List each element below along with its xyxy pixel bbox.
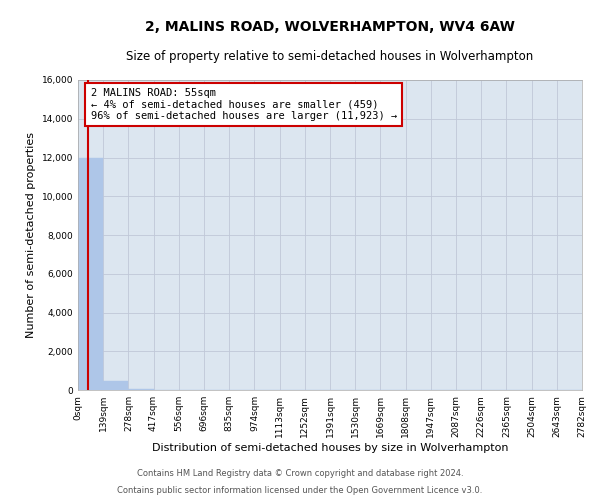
Bar — [78, 158, 103, 390]
Bar — [128, 389, 154, 390]
Text: Contains public sector information licensed under the Open Government Licence v3: Contains public sector information licen… — [118, 486, 482, 495]
Text: 2 MALINS ROAD: 55sqm
← 4% of semi-detached houses are smaller (459)
96% of semi-: 2 MALINS ROAD: 55sqm ← 4% of semi-detach… — [91, 88, 397, 121]
Text: Size of property relative to semi-detached houses in Wolverhampton: Size of property relative to semi-detach… — [127, 50, 533, 63]
Bar — [103, 382, 128, 390]
X-axis label: Distribution of semi-detached houses by size in Wolverhampton: Distribution of semi-detached houses by … — [152, 442, 508, 452]
Y-axis label: Number of semi-detached properties: Number of semi-detached properties — [26, 132, 36, 338]
Text: Contains HM Land Registry data © Crown copyright and database right 2024.: Contains HM Land Registry data © Crown c… — [137, 468, 463, 477]
Text: 2, MALINS ROAD, WOLVERHAMPTON, WV4 6AW: 2, MALINS ROAD, WOLVERHAMPTON, WV4 6AW — [145, 20, 515, 34]
